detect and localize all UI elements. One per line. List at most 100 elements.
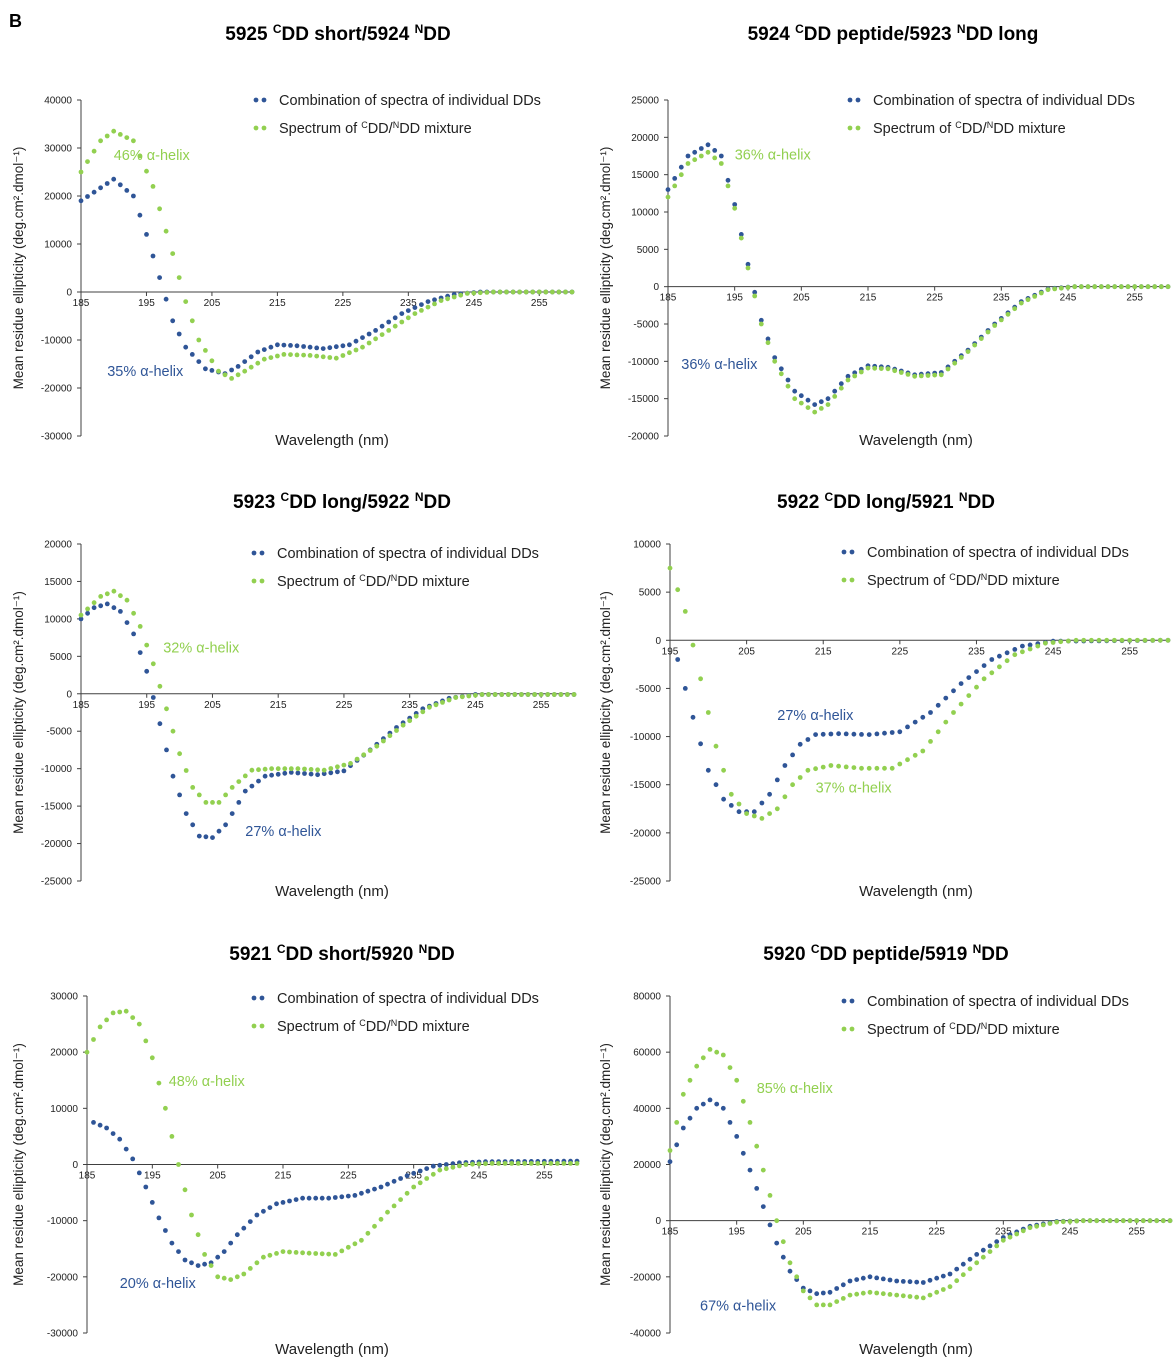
data-point bbox=[419, 302, 424, 307]
series-combination bbox=[675, 637, 1171, 815]
data-point bbox=[282, 770, 288, 776]
data-point bbox=[446, 697, 452, 703]
data-point bbox=[981, 676, 987, 682]
data-point bbox=[790, 752, 795, 758]
data-point bbox=[306, 1195, 312, 1201]
data-point bbox=[236, 779, 242, 784]
helix-annotation: 85% α-helix bbox=[757, 1081, 834, 1097]
data-point bbox=[958, 355, 964, 360]
data-point bbox=[1027, 642, 1033, 648]
data-point bbox=[136, 1170, 142, 1176]
y-tick-label: 30000 bbox=[50, 992, 78, 1003]
data-point bbox=[827, 1289, 833, 1295]
data-point bbox=[713, 782, 719, 788]
data-point bbox=[437, 1167, 443, 1173]
data-point bbox=[812, 409, 818, 415]
data-point bbox=[190, 785, 196, 790]
data-point bbox=[1118, 284, 1124, 290]
data-point bbox=[800, 1288, 806, 1294]
legend-label: Spectrum of CDD/NDD mixture bbox=[279, 120, 472, 137]
data-point bbox=[840, 1296, 846, 1301]
chart-6: 5920 CDD peptide/5919 NDD 80000 60000 40000… bbox=[598, 942, 1173, 1358]
x-tick-label: 255 bbox=[536, 1171, 553, 1182]
x-tick-label: 185 bbox=[73, 700, 90, 711]
data-point bbox=[417, 1168, 423, 1174]
data-point bbox=[399, 311, 405, 316]
data-point bbox=[196, 833, 202, 839]
data-point bbox=[1018, 300, 1024, 306]
data-point bbox=[698, 153, 704, 159]
data-point bbox=[714, 1101, 720, 1107]
legend: Combination of spectra of individual DDs… bbox=[253, 93, 541, 137]
data-point bbox=[943, 719, 949, 725]
data-point bbox=[203, 348, 208, 353]
data-point bbox=[365, 1188, 371, 1194]
data-point bbox=[878, 366, 884, 371]
data-point bbox=[797, 741, 803, 747]
data-point bbox=[169, 1134, 175, 1139]
y-tick-label: -25000 bbox=[41, 877, 73, 888]
data-point bbox=[889, 730, 895, 735]
data-point bbox=[880, 1276, 886, 1282]
data-point bbox=[110, 1010, 116, 1016]
data-point bbox=[847, 1278, 853, 1284]
data-point bbox=[328, 770, 334, 776]
data-point bbox=[216, 828, 222, 834]
data-point bbox=[747, 1120, 753, 1125]
panel-letter: B bbox=[9, 11, 22, 31]
legend-marker bbox=[849, 1026, 855, 1032]
data-point bbox=[137, 650, 143, 655]
data-point bbox=[499, 692, 505, 697]
x-tick-label: 185 bbox=[73, 298, 90, 309]
legend: Combination of spectra of individual DDs… bbox=[251, 546, 539, 590]
data-point bbox=[489, 1161, 495, 1166]
data-point bbox=[512, 692, 518, 697]
data-point bbox=[274, 1201, 279, 1207]
series-mixture bbox=[84, 1008, 580, 1282]
data-point bbox=[176, 331, 182, 337]
legend-marker bbox=[253, 125, 259, 131]
data-point bbox=[813, 766, 818, 772]
helix-annotation: 48% α-helix bbox=[169, 1074, 246, 1090]
data-point bbox=[1014, 1231, 1020, 1237]
data-point bbox=[880, 1291, 886, 1297]
y-tick-label: -10000 bbox=[47, 1216, 79, 1227]
charts-grid: 5925 CDD short/5924 NDD 40000 30000 20000 10… bbox=[11, 22, 1173, 1358]
data-point bbox=[353, 338, 359, 344]
legend-marker bbox=[841, 1026, 847, 1032]
data-point bbox=[707, 1047, 713, 1052]
data-point bbox=[565, 692, 570, 697]
data-point bbox=[313, 1251, 319, 1256]
data-point bbox=[678, 164, 684, 170]
x-tick-label: 255 bbox=[1121, 646, 1138, 657]
data-point bbox=[978, 336, 984, 341]
x-tick-label: 245 bbox=[465, 298, 482, 309]
x-tick-label: 225 bbox=[340, 1171, 357, 1182]
y-tick-label: 20000 bbox=[44, 192, 72, 203]
data-point bbox=[340, 353, 346, 358]
data-point bbox=[774, 1240, 780, 1246]
data-point bbox=[117, 132, 123, 137]
y-tick-label: 10000 bbox=[50, 1104, 78, 1115]
y-tick-label: 60000 bbox=[633, 1048, 661, 1059]
legend-marker bbox=[841, 998, 847, 1004]
data-point bbox=[555, 1161, 560, 1166]
data-point bbox=[705, 142, 711, 148]
data-point bbox=[517, 289, 522, 295]
y-axis-title: Mean residue ellipticity (deg.cm².dmol⁻¹… bbox=[598, 591, 613, 834]
data-point bbox=[1012, 306, 1018, 312]
data-point bbox=[379, 332, 385, 337]
data-point bbox=[328, 766, 334, 771]
y-tick-label: 5000 bbox=[50, 652, 73, 663]
data-point bbox=[840, 1282, 846, 1288]
data-point bbox=[974, 684, 979, 690]
data-point bbox=[845, 377, 851, 383]
helix-annotation: 32% α-helix bbox=[163, 641, 240, 657]
legend-marker bbox=[855, 125, 861, 131]
data-point bbox=[778, 371, 784, 377]
data-point bbox=[694, 1063, 700, 1069]
x-tick-label: 185 bbox=[660, 293, 677, 304]
data-point bbox=[675, 657, 681, 662]
data-point bbox=[778, 366, 784, 372]
data-point bbox=[834, 1286, 840, 1291]
